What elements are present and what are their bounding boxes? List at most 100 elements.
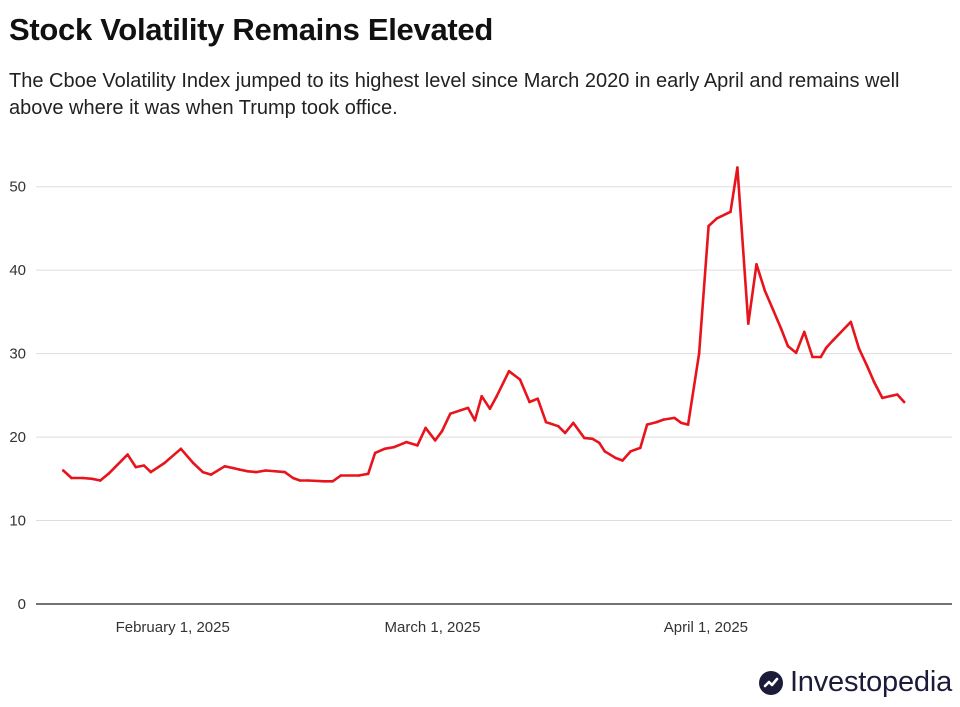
data-point [680, 421, 683, 425]
data-point [488, 407, 492, 411]
data-point [283, 470, 287, 474]
data-point [416, 444, 419, 447]
data-point [392, 445, 396, 449]
chart-subtitle: The Cboe Volatility Index jumped to its … [9, 70, 900, 119]
data-point [383, 447, 386, 451]
y-tick-label-30: 30 [9, 346, 26, 363]
y-tick-label-50: 50 [9, 179, 26, 196]
y-tick-label-40: 40 [9, 262, 26, 279]
y-tick-label-10: 10 [9, 513, 26, 530]
data-point [480, 394, 484, 398]
data-point [645, 423, 649, 426]
data-point [264, 469, 268, 472]
data-point [449, 412, 452, 416]
data-point [179, 447, 183, 451]
data-point [715, 217, 719, 220]
data-point [811, 355, 814, 359]
data-point [614, 456, 617, 460]
data-point [544, 420, 548, 424]
data-point [373, 451, 377, 455]
chart-title: Stock Volatility Remains Elevated [9, 12, 493, 47]
data-point [582, 436, 586, 440]
data-point [857, 347, 861, 350]
data-point [473, 419, 477, 422]
data-point [629, 450, 632, 453]
data-point [824, 346, 828, 350]
data-point [697, 352, 701, 355]
investopedia-logo: Investopedia [758, 666, 952, 699]
data-point [881, 396, 884, 400]
data-point [598, 441, 601, 445]
data-point [62, 469, 65, 472]
data-point [786, 344, 790, 348]
data-point [794, 351, 798, 355]
data-point [865, 364, 869, 368]
data-point [686, 423, 690, 426]
data-point [639, 446, 642, 450]
x-tick-label-0: February 1, 2025 [116, 619, 230, 636]
data-point [747, 322, 750, 325]
data-point [254, 470, 258, 474]
data-point [466, 406, 470, 410]
data-point [736, 166, 739, 169]
y-tick-label-0: 0 [18, 596, 26, 613]
data-point [803, 330, 806, 334]
data-point [357, 474, 361, 477]
data-point [831, 339, 835, 342]
data-point [603, 450, 606, 453]
data-point [70, 476, 73, 480]
y-axis-ticks: 0 10 20 30 40 50 [9, 179, 26, 613]
x-tick-label-1: March 1, 2025 [385, 619, 481, 636]
data-point [291, 476, 295, 480]
data-point [849, 320, 853, 324]
data-point [238, 468, 241, 471]
data-point [223, 465, 226, 468]
gridlines [36, 186, 952, 522]
data-point [246, 470, 250, 473]
data-point [662, 418, 665, 421]
data-point [433, 439, 437, 442]
y-tick-label-20: 20 [9, 429, 26, 446]
data-point [201, 470, 205, 474]
data-point [536, 397, 539, 401]
data-point [209, 473, 213, 476]
data-point [90, 477, 94, 481]
data-point [563, 431, 567, 435]
data-point [231, 466, 235, 470]
data-point [163, 461, 166, 465]
data-point [729, 210, 732, 214]
data-point [405, 440, 408, 444]
data-point [107, 472, 110, 476]
data-point [339, 474, 343, 477]
series-line-vix [61, 166, 906, 483]
series-layer [61, 166, 906, 483]
data-point [507, 369, 511, 373]
data-point [655, 420, 658, 424]
data-point [149, 470, 153, 474]
investopedia-wordmark: Investopedia [789, 666, 952, 698]
data-point [621, 459, 624, 462]
data-point [819, 355, 823, 359]
data-point [707, 224, 710, 228]
data-point [440, 429, 444, 433]
data-point [896, 393, 899, 396]
data-point [424, 426, 427, 430]
data-point [673, 416, 676, 420]
data-point [763, 288, 766, 292]
x-axis-ticks: February 1, 2025 March 1, 2025 April 1, 20… [116, 619, 748, 636]
data-point [126, 453, 129, 456]
data-point [134, 465, 138, 469]
data-point [872, 380, 876, 384]
data-point [902, 400, 906, 404]
data-point [572, 421, 575, 425]
data-point [495, 394, 499, 398]
data-point [298, 479, 302, 482]
data-point [518, 378, 522, 381]
investopedia-logo-icon [758, 670, 783, 695]
data-point [306, 479, 310, 482]
data-point [528, 400, 531, 404]
data-point [779, 327, 783, 330]
x-tick-label-2: April 1, 2025 [664, 619, 748, 636]
data-point [191, 461, 195, 465]
